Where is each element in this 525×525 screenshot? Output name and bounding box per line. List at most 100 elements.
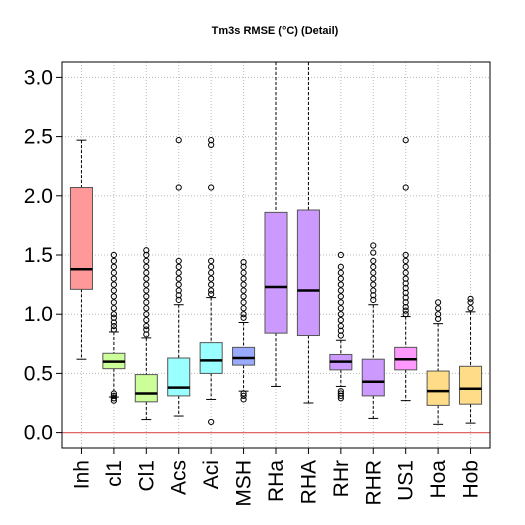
outlier-point [175,263,182,270]
outlier-point [175,137,182,144]
outlier-point [208,281,215,288]
outlier-point [208,275,215,282]
outlier-point [208,287,215,294]
outlier-point [337,311,344,318]
outlier-point [143,317,150,324]
x-tick-label: RHA [297,460,320,504]
outlier-point [143,322,150,330]
outlier-point [175,287,182,294]
outlier-point [240,390,247,397]
outlier-point [110,311,117,318]
x-tick-label: Hoa [427,460,450,499]
outlier-point [175,275,182,282]
outlier-point [435,299,442,306]
outlier-point [435,311,442,318]
chart-title: Tm3s RMSE (°C) (Detail) [212,25,339,37]
outlier-point [175,281,182,288]
outlier-point [337,390,344,397]
outlier-point [337,293,344,300]
outlier-point [208,418,215,426]
outlier-point [370,249,377,256]
box-layer [69,62,483,426]
outlier-point [240,259,247,266]
box-rha [296,62,320,404]
outlier-point [175,269,182,276]
outlier-point [402,257,409,265]
outlier-point [110,392,117,400]
outlier-point [240,269,247,276]
outlier-point [110,251,117,259]
outlier-point [208,263,215,270]
box-rha [264,62,288,387]
box-cl1 [134,247,158,421]
outlier-point [402,311,409,318]
y-tick-label: 1.0 [24,303,53,326]
outlier-point [337,299,344,306]
outlier-point [143,247,150,254]
outlier-point [175,257,182,265]
x-tick-label: cl1 [103,460,126,487]
outlier-point [337,269,344,276]
x-tick-label: MSH [233,460,256,507]
outlier-point [402,137,409,144]
outlier-point [110,263,117,270]
x-tick-label: RHr [330,460,353,497]
outlier-point [370,257,377,265]
outlier-point [143,281,150,288]
outlier-point [143,326,150,333]
outlier-point [240,287,247,294]
outlier-point [402,307,409,314]
outlier-point [143,311,150,318]
box-cl1 [102,251,126,404]
outlier-point [240,392,247,400]
outlier-point [467,305,474,312]
outlier-point [175,184,182,191]
outlier-point [402,251,409,259]
outlier-point [337,322,344,330]
outlier-point [110,275,117,282]
box-msh [232,259,256,403]
outlier-point [337,251,344,259]
outlier-point [467,295,474,302]
outlier-point [240,293,247,300]
x-tick-label: RHa [265,460,288,502]
outlier-point [370,287,377,294]
outlier-point [110,326,117,333]
box-aci [199,137,223,426]
box-us1 [394,137,418,402]
outlier-point [240,305,247,312]
outlier-point [110,322,117,330]
y-tick-label: 0.0 [24,422,53,445]
outlier-point [110,299,117,306]
outlier-point [370,242,377,249]
outlier-point [110,257,117,265]
outlier-point [402,275,409,282]
box-iqr [199,342,223,374]
box-rhr [361,242,385,419]
outlier-point [435,305,442,312]
outlier-point [337,287,344,294]
outlier-point [143,299,150,306]
outlier-point [402,263,409,270]
box-acs [167,137,191,417]
outlier-point [240,299,247,306]
box-iqr [426,370,450,406]
outlier-point [402,184,409,191]
y-tick-label: 1.5 [24,244,53,267]
outlier-point [143,287,150,294]
outlier-point [240,275,247,282]
outlier-point [143,263,150,270]
outlier-point [110,281,117,288]
outlier-point [110,390,117,397]
outlier-point [337,305,344,312]
box-iqr [361,358,385,397]
box-iqr [459,365,483,405]
outlier-point [370,269,377,276]
outlier-point [208,290,215,298]
x-tick-label: Cl1 [135,460,158,492]
outlier-point [110,305,117,312]
box-iqr [167,357,191,397]
outlier-point [370,275,377,282]
outlier-point [240,396,247,403]
